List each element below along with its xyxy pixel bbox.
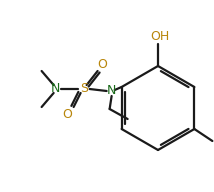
Text: O: O [98, 59, 108, 71]
Text: N: N [51, 83, 60, 95]
Text: OH: OH [150, 31, 170, 44]
Text: O: O [63, 108, 73, 121]
Text: S: S [80, 83, 88, 95]
Text: N: N [107, 84, 116, 98]
